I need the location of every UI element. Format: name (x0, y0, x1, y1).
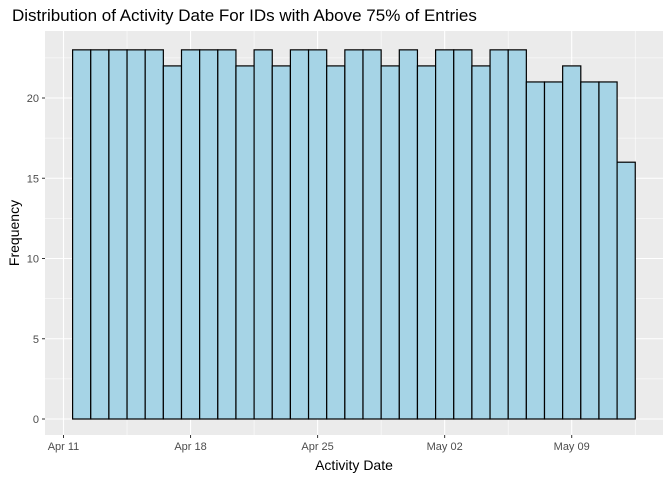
histogram-bar (307, 49, 328, 420)
histogram-bar (253, 49, 273, 420)
histogram-bar (598, 81, 618, 420)
histogram-bar (289, 49, 310, 420)
y-axis-title: Frequency (6, 200, 22, 266)
histogram-bar (108, 49, 128, 420)
histogram-bar (398, 49, 419, 420)
histogram-bar (180, 49, 201, 420)
histogram-bar (162, 65, 183, 420)
histogram-bar (235, 65, 255, 420)
x-axis-title: Activity Date (315, 457, 393, 473)
histogram-bar (344, 49, 364, 420)
histogram-bar (271, 65, 291, 420)
chart-title: Distribution of Activity Date For IDs wi… (12, 6, 477, 25)
x-tick-label: May 02 (427, 441, 463, 453)
histogram-bar (543, 81, 564, 420)
histogram-bar (126, 49, 146, 420)
histogram-bar (525, 81, 546, 420)
x-tick-label: Apr 11 (48, 441, 80, 453)
y-tick-label: 20 (27, 93, 39, 105)
bars-group (71, 49, 636, 420)
y-tick-label: 5 (33, 334, 39, 346)
histogram-bar (90, 49, 110, 420)
x-tick-label: Apr 18 (174, 441, 206, 453)
histogram-bar (199, 49, 219, 420)
histogram-bar (507, 49, 527, 420)
y-tick-label: 15 (27, 173, 39, 185)
x-tick-label: Apr 25 (301, 441, 333, 453)
histogram-bar (435, 49, 455, 420)
histogram-bar (471, 65, 491, 420)
histogram-bar (416, 65, 437, 420)
histogram-bar (362, 49, 382, 420)
y-tick-label: 10 (27, 254, 39, 266)
histogram-bar (562, 65, 582, 420)
x-axis: Apr 11 Apr 18 Apr 25 May 02 May 09 (48, 435, 590, 453)
y-axis: 0 5 10 15 20 (27, 93, 45, 426)
y-tick-label: 0 (33, 414, 39, 426)
histogram-bar (71, 49, 92, 420)
histogram-bar (616, 161, 636, 420)
histogram-bar (580, 81, 600, 420)
histogram-bar (326, 65, 346, 420)
histogram-bar (489, 49, 509, 420)
histogram-bar (453, 49, 473, 420)
histogram-bar (144, 49, 164, 420)
histogram-bar (217, 49, 237, 420)
x-tick-label: May 09 (554, 441, 590, 453)
histogram-bar (380, 65, 400, 420)
